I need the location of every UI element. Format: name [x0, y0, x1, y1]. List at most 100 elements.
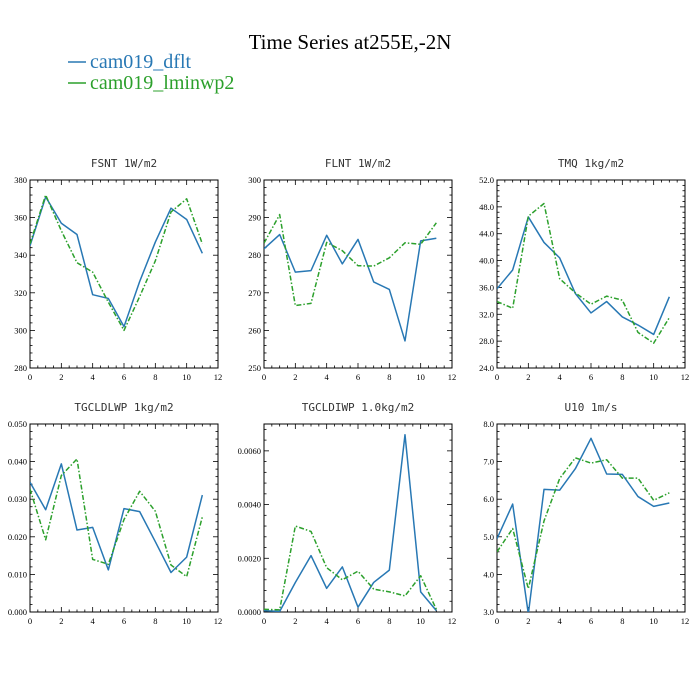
x-tick-label: 10	[649, 372, 658, 382]
x-tick-label: 2	[293, 616, 297, 626]
y-tick-label: 300	[248, 175, 261, 185]
x-tick-label: 4	[91, 616, 96, 626]
legend-label-lminwp2: cam019_lminwp2	[90, 72, 234, 94]
y-tick-label: 24.0	[479, 363, 494, 373]
plot-frame	[496, 179, 686, 369]
y-tick-label: 340	[14, 250, 27, 260]
y-tick-label: 3.0	[483, 607, 494, 617]
x-tick-label: 0	[495, 372, 499, 382]
y-tick-label: 4.0	[483, 569, 494, 579]
chart-title: TGCLDIWP 1.0kg/m2	[302, 401, 415, 414]
y-tick-label: 7.0	[483, 457, 494, 467]
x-tick-label: 10	[416, 372, 425, 382]
figure-title: Time Series at255E,-2N	[249, 30, 452, 54]
y-tick-label: 380	[14, 175, 27, 185]
x-tick-label: 6	[589, 616, 593, 626]
y-tick-label: 290	[248, 213, 261, 223]
y-tick-label: 52.0	[479, 175, 494, 185]
x-tick-label: 12	[214, 372, 223, 382]
y-tick-label: 0.010	[8, 569, 27, 579]
x-tick-label: 6	[122, 616, 126, 626]
x-tick-label: 2	[59, 372, 63, 382]
x-tick-label: 0	[495, 616, 499, 626]
chart-title: TGCLDLWP 1kg/m2	[74, 401, 173, 414]
legend: cam019_dflt cam019_lminwp2	[68, 51, 234, 94]
x-tick-label: 12	[214, 616, 223, 626]
y-tick-label: 48.0	[479, 202, 494, 212]
y-tick-label: 32.0	[479, 309, 494, 319]
series-line-cam019_dflt	[497, 216, 671, 336]
x-tick-label: 10	[649, 616, 658, 626]
x-tick-label: 10	[182, 372, 191, 382]
y-tick-label: 0.0000	[238, 607, 261, 617]
series-line-cam019_lminwp2	[264, 525, 438, 611]
x-tick-label: 12	[681, 372, 690, 382]
y-tick-label: 0.000	[8, 607, 27, 617]
y-tick-label: 0.0040	[238, 500, 261, 510]
x-tick-label: 8	[153, 616, 157, 626]
x-tick-label: 4	[325, 372, 330, 382]
chart-panel-5: U10 1m/s 0 2 4 6 8 10 12 3.0 4.0 5.0 6.0 7.0 8.0	[483, 401, 689, 626]
series-line-cam019_dflt	[497, 437, 670, 612]
y-tick-label: 260	[248, 325, 261, 335]
x-tick-label: 4	[325, 616, 330, 626]
x-tick-label: 0	[28, 372, 32, 382]
legend-label-dflt: cam019_dflt	[90, 51, 192, 73]
y-tick-label: 0.050	[8, 419, 27, 429]
x-tick-label: 6	[589, 372, 593, 382]
series-line-cam019_dflt	[264, 433, 437, 612]
x-tick-label: 2	[526, 616, 530, 626]
x-tick-label: 12	[681, 616, 690, 626]
series-line-cam019_dflt	[30, 196, 204, 328]
y-tick-label: 8.0	[483, 419, 494, 429]
y-tick-label: 6.0	[483, 494, 494, 504]
y-tick-label: 320	[14, 288, 27, 298]
chart-panel-4: TGCLDIWP 1.0kg/m2 0 2 4 6 8 10 12 0.0000 0.0020 0.…	[238, 401, 457, 626]
y-tick-label: 5.0	[483, 532, 494, 542]
x-tick-label: 12	[448, 616, 457, 626]
chart-title: TMQ 1kg/m2	[558, 157, 624, 170]
chart-panel-0: FSNT 1W/m2 0 2 4 6 8 10 12 280 300 320 340 360 380	[14, 157, 222, 382]
chart-panel-1: FLNT 1W/m2 0 2 4 6 8 10 12 250 260 270 280 290 300	[248, 157, 456, 382]
y-tick-label: 250	[248, 363, 261, 373]
chart-panel-2: TMQ 1kg/m2 0 2 4 6 8 10 12 24.0 28.0 32.0 36.0 40.0 4…	[479, 157, 689, 382]
y-tick-label: 36.0	[479, 282, 494, 292]
x-tick-label: 8	[620, 372, 624, 382]
y-tick-label: 270	[248, 288, 261, 298]
series-line-cam019_dflt	[30, 463, 204, 574]
x-tick-label: 6	[356, 616, 360, 626]
x-tick-label: 8	[620, 616, 624, 626]
plot-frame	[496, 423, 686, 613]
x-tick-label: 6	[356, 372, 360, 382]
chart-title: FSNT 1W/m2	[91, 157, 157, 170]
chart-title: FLNT 1W/m2	[325, 157, 391, 170]
series-line-cam019_lminwp2	[497, 457, 670, 590]
x-tick-label: 12	[448, 372, 457, 382]
y-tick-label: 0.040	[8, 457, 27, 467]
x-tick-label: 2	[293, 372, 297, 382]
x-tick-label: 2	[59, 616, 63, 626]
y-tick-label: 300	[14, 325, 27, 335]
x-tick-label: 2	[526, 372, 530, 382]
x-tick-label: 0	[262, 616, 266, 626]
series-line-cam019_lminwp2	[264, 213, 437, 307]
series-line-cam019_dflt	[264, 233, 437, 342]
x-tick-label: 4	[91, 372, 96, 382]
x-tick-label: 8	[153, 372, 157, 382]
x-tick-label: 4	[558, 372, 563, 382]
y-tick-label: 0.030	[8, 494, 27, 504]
y-tick-label: 0.0020	[238, 553, 261, 563]
x-tick-label: 0	[28, 616, 32, 626]
x-tick-label: 10	[182, 616, 191, 626]
y-tick-label: 28.0	[479, 336, 494, 346]
y-tick-label: 0.020	[8, 532, 27, 542]
y-tick-label: 280	[248, 250, 261, 260]
x-tick-label: 8	[387, 616, 391, 626]
y-tick-label: 44.0	[479, 229, 494, 239]
y-tick-label: 280	[14, 363, 27, 373]
x-tick-label: 10	[416, 616, 425, 626]
x-tick-label: 0	[262, 372, 266, 382]
y-tick-label: 0.0060	[238, 446, 261, 456]
series-line-cam019_lminwp2	[497, 202, 670, 344]
x-tick-label: 8	[387, 372, 391, 382]
